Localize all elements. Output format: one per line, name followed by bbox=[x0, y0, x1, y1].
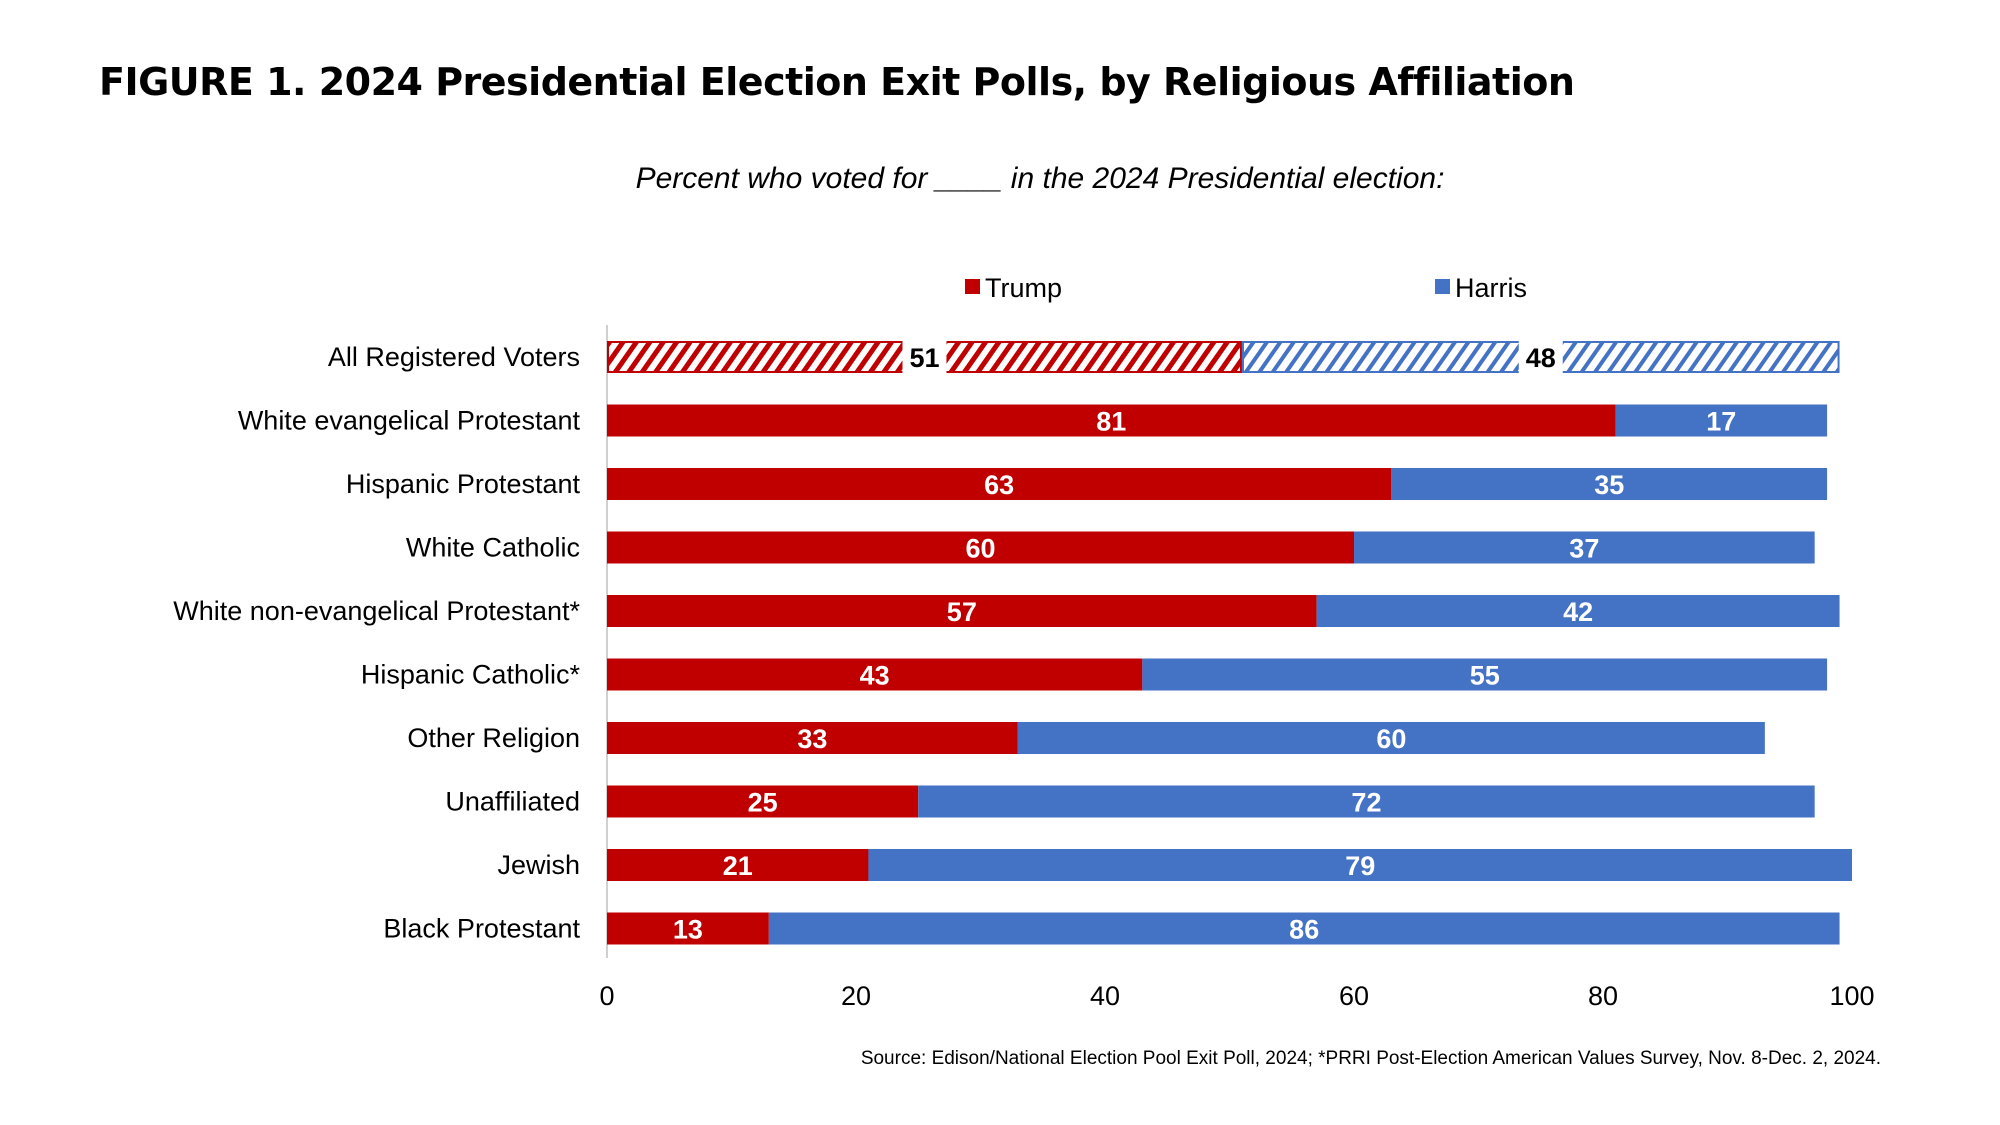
bar-value-label: 25 bbox=[748, 788, 778, 818]
category-label: Other Religion bbox=[407, 723, 580, 753]
bar-value-label: 37 bbox=[1569, 534, 1599, 564]
category-label: White non-evangelical Protestant* bbox=[173, 596, 580, 626]
bar-value-label: 60 bbox=[965, 534, 995, 564]
category-label: All Registered Voters bbox=[328, 342, 580, 372]
bar-value-label: 81 bbox=[1096, 407, 1126, 437]
bar-harris bbox=[1615, 404, 1828, 437]
bar-value-label: 17 bbox=[1706, 407, 1736, 437]
bar-value-label: 33 bbox=[797, 724, 827, 754]
bar-harris bbox=[1354, 531, 1815, 564]
bar-value-label: 63 bbox=[984, 470, 1014, 500]
bar-value-label: 72 bbox=[1351, 788, 1381, 818]
x-tick-label: 0 bbox=[599, 981, 614, 1011]
bar-value-label: 86 bbox=[1289, 915, 1319, 945]
bar-harris bbox=[768, 912, 1840, 945]
bar-value-label: 79 bbox=[1345, 851, 1375, 881]
category-label: White Catholic bbox=[406, 533, 580, 563]
category-label: Unaffiliated bbox=[445, 787, 580, 817]
bar-harris bbox=[1316, 595, 1840, 627]
bar-harris bbox=[1142, 658, 1828, 691]
x-tick-label: 60 bbox=[1339, 981, 1369, 1011]
category-label: White evangelical Protestant bbox=[238, 406, 581, 436]
bar-value-label: 51 bbox=[909, 343, 939, 373]
x-tick-label: 80 bbox=[1588, 981, 1618, 1011]
bar-trump bbox=[607, 595, 1317, 627]
x-tick-label: 40 bbox=[1090, 981, 1120, 1011]
bar-trump bbox=[607, 658, 1143, 691]
x-tick-label: 100 bbox=[1829, 981, 1874, 1011]
bar-trump bbox=[607, 912, 769, 945]
x-tick-label: 20 bbox=[841, 981, 871, 1011]
bar-value-label: 13 bbox=[673, 915, 703, 945]
legend-swatch-trump bbox=[965, 279, 980, 294]
category-label: Hispanic Catholic* bbox=[361, 660, 581, 690]
bar-harris bbox=[918, 785, 1815, 818]
bar-value-label: 35 bbox=[1594, 470, 1624, 500]
legend-swatch-harris bbox=[1435, 279, 1450, 294]
chart-subtitle: Percent who voted for ____ in the 2024 P… bbox=[635, 162, 1445, 195]
bar-trump bbox=[607, 785, 919, 818]
bar-trump bbox=[607, 468, 1392, 500]
bar-label-background bbox=[1518, 340, 1563, 374]
bar-value-label: 55 bbox=[1470, 661, 1500, 691]
bar-value-label: 42 bbox=[1563, 597, 1593, 627]
bar-value-label: 21 bbox=[723, 851, 753, 881]
bar-value-label: 48 bbox=[1526, 343, 1556, 373]
bar-value-label: 57 bbox=[947, 597, 977, 627]
legend-label-harris: Harris bbox=[1455, 273, 1527, 303]
bar-trump bbox=[607, 722, 1018, 754]
bar-value-label: 60 bbox=[1376, 724, 1406, 754]
category-label: Black Protestant bbox=[383, 914, 580, 944]
category-label: Jewish bbox=[497, 850, 580, 880]
bar-harris bbox=[1391, 468, 1828, 500]
bar-harris bbox=[868, 849, 1852, 881]
legend-label-trump: Trump bbox=[985, 273, 1062, 303]
bar-trump bbox=[607, 404, 1616, 437]
bar-label-background bbox=[902, 340, 947, 374]
bar-value-label: 43 bbox=[860, 661, 890, 691]
bar-trump bbox=[607, 849, 869, 881]
bar-trump bbox=[607, 531, 1354, 564]
chart-title: FIGURE 1. 2024 Presidential Election Exi… bbox=[99, 60, 1575, 104]
source-note: Source: Edison/National Election Pool Ex… bbox=[860, 1048, 1881, 1069]
category-label: Hispanic Protestant bbox=[346, 469, 581, 499]
bar-harris bbox=[1017, 722, 1765, 754]
